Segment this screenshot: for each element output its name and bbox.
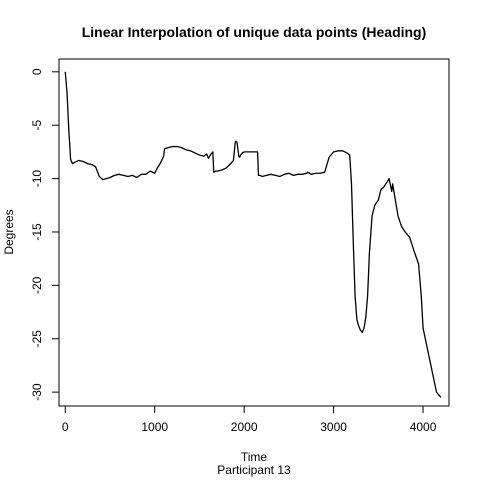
y-tick-label: -10 [30,170,44,188]
x-tick-label: 4000 [410,420,437,434]
y-axis: 0 -5 -10 -15 -20 -25 -30 [30,68,60,401]
y-axis-label: Degrees [2,209,16,254]
y-tick-label: -20 [30,276,44,294]
participant-label: Participant 13 [217,463,291,477]
x-tick-label: 0 [62,420,69,434]
y-tick-label: -25 [30,330,44,348]
chart-title: Linear Interpolation of unique data poin… [82,24,427,40]
y-tick-label: -5 [30,120,44,131]
heading-series-line [64,71,442,398]
x-axis: 0 1000 2000 3000 4000 [62,405,437,434]
x-tick-label: 1000 [141,420,168,434]
y-tick-label: -15 [30,223,44,241]
y-tick-label: 0 [30,68,44,75]
y-tick-label: -30 [30,383,44,401]
x-tick-label: 2000 [231,420,258,434]
plot-frame [58,58,450,407]
x-axis-label: Time [241,450,268,464]
x-tick-label: 3000 [320,420,347,434]
